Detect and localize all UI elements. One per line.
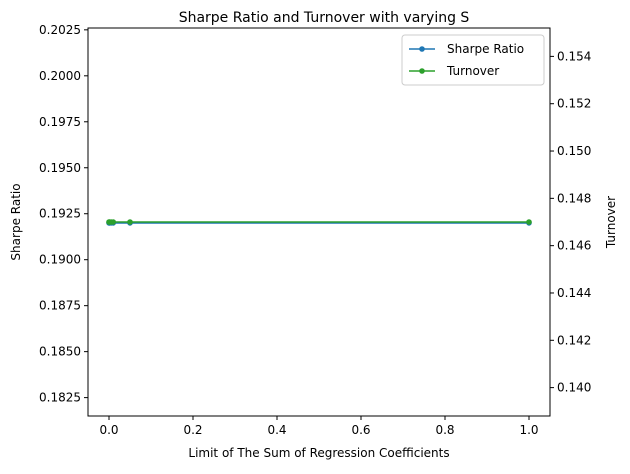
x-axis-label: Limit of The Sum of Regression Coefficie…: [188, 446, 449, 460]
legend-items: Sharpe Ratio Turnover: [409, 42, 524, 78]
turnover-point: [526, 219, 532, 225]
legend-marker-sharpe-ratio: [419, 46, 425, 52]
plot-layer: [106, 219, 532, 226]
y-tick-label: 0.1850: [39, 345, 81, 359]
turnover-point: [110, 219, 116, 225]
y2-tick-label: 0.154: [557, 49, 591, 63]
y-tick-label: 0.2025: [39, 23, 81, 37]
plot-frame: [87, 27, 551, 417]
y-axis-label: Sharpe Ratio: [9, 183, 23, 260]
y2-tick-label: 0.142: [557, 333, 591, 347]
legend-box: [401, 34, 545, 86]
x-tick-label: 0.6: [351, 423, 370, 437]
y2-tick-label: 0.150: [557, 144, 591, 158]
y-tick-label: 0.1975: [39, 115, 81, 129]
chart-title: Sharpe Ratio and Turnover with varying S: [179, 10, 470, 26]
x-tick-label: 0.8: [435, 423, 454, 437]
y-tick-label: 0.1825: [39, 391, 81, 405]
legend-marker-turnover: [419, 68, 425, 74]
y-tick-label: 0.2000: [39, 69, 81, 83]
x-tick-label: 0.0: [99, 423, 118, 437]
legend-label-turnover: Turnover: [446, 64, 499, 78]
y2-tick-label: 0.146: [557, 239, 591, 253]
legend-label-sharpe-ratio: Sharpe Ratio: [447, 42, 524, 56]
y2-tick-label: 0.140: [557, 381, 591, 395]
y2-tick-label: 0.148: [557, 191, 591, 205]
legend: Sharpe Ratio Turnover: [401, 34, 545, 86]
ticks-layer: 0.0 0.2 0.4 0.6 0.8 1.0 0.1825 0.1850 0.1875 0.19…: [39, 23, 591, 437]
x-tick-label: 0.4: [267, 423, 286, 437]
y2-tick-label: 0.152: [557, 97, 591, 111]
x-tick-label: 1.0: [519, 423, 538, 437]
y2-axis-label: Turnover: [604, 196, 618, 249]
y-tick-label: 0.1950: [39, 161, 81, 175]
x-tick-label: 0.2: [183, 423, 202, 437]
turnover-point: [127, 219, 133, 225]
y2-tick-label: 0.144: [557, 286, 591, 300]
y-tick-label: 0.1875: [39, 299, 81, 313]
y-tick-label: 0.1925: [39, 207, 81, 221]
y-tick-label: 0.1900: [39, 253, 81, 267]
